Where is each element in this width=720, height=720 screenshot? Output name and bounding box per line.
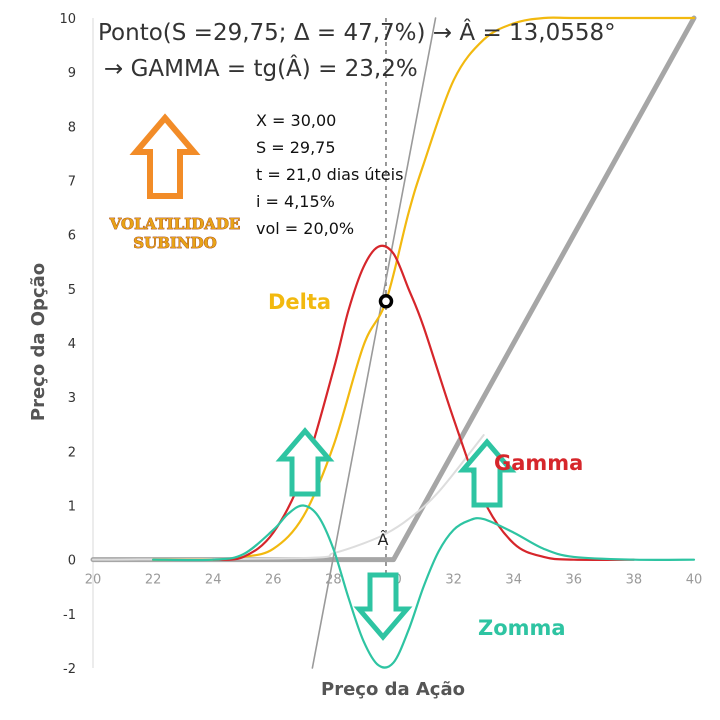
point-markers — [378, 294, 394, 309]
zomma-down-arrow-icon — [353, 572, 413, 641]
x-tick-label: 40 — [686, 573, 703, 588]
y-tick-label: 5 — [68, 283, 76, 298]
tangent-line — [311, 17, 437, 669]
y-tick-label: 10 — [59, 12, 76, 27]
y-tick-label: 0 — [68, 554, 76, 569]
zomma-line — [152, 504, 696, 669]
delta-line — [152, 16, 696, 561]
param-time: t = 21,0 dias úteis — [256, 165, 403, 184]
option-price-line — [92, 434, 485, 561]
header-line-2: → GAMMA = tg(Â) = 23,2% — [104, 54, 418, 82]
series-label-delta: Delta — [268, 290, 331, 314]
x-tick-label: 22 — [145, 573, 162, 588]
x-tick-label: 32 — [445, 573, 462, 588]
x-tick-label: 38 — [626, 573, 643, 588]
volatility-up-arrow-icon — [129, 113, 201, 199]
series-label-zomma: Zomma — [478, 616, 566, 640]
series-lines — [90, 15, 697, 669]
payoff-line — [90, 15, 697, 563]
volatility-label-line-2: SUBINDO — [133, 234, 216, 252]
y-tick-label: 2 — [68, 445, 76, 460]
y-tick-label: 7 — [68, 175, 76, 190]
angle-marker-label: Â — [378, 530, 389, 549]
axes — [92, 18, 387, 668]
y-tick-label: 3 — [68, 391, 76, 406]
y-tick-label: 8 — [68, 120, 76, 135]
y-axis-title: Preço da Opção — [28, 263, 49, 421]
x-tick-label: 24 — [205, 573, 222, 588]
delta-point-marker — [378, 294, 394, 309]
x-tick-label: 26 — [265, 573, 282, 588]
x-tick-label: 36 — [566, 573, 583, 588]
y-tick-label: -1 — [63, 608, 76, 623]
y-tick-label: 4 — [68, 337, 76, 352]
y-tick-label: 1 — [68, 500, 76, 515]
param-vol: vol = 20,0% — [256, 219, 354, 238]
param-spot: S = 29,75 — [256, 138, 336, 157]
zomma-left-up-arrow-icon — [275, 427, 335, 497]
x-tick-label: 34 — [505, 573, 522, 588]
header-line-1: Ponto(S =29,75; Δ = 47,7%) → Â = 13,0558… — [98, 18, 616, 46]
zomma-right-up-arrow-icon — [457, 438, 517, 508]
param-rate: i = 4,15% — [256, 192, 335, 211]
series-label-gamma: Gamma — [494, 451, 583, 475]
x-axis-title: Preço da Ação — [321, 679, 465, 700]
y-tick-label: 9 — [68, 66, 76, 81]
y-tick-label: -2 — [63, 662, 76, 677]
volatility-label-line-1: VOLATILIDADE — [109, 215, 241, 233]
param-strike: X = 30,00 — [256, 111, 336, 130]
y-tick-label: 6 — [68, 229, 76, 244]
